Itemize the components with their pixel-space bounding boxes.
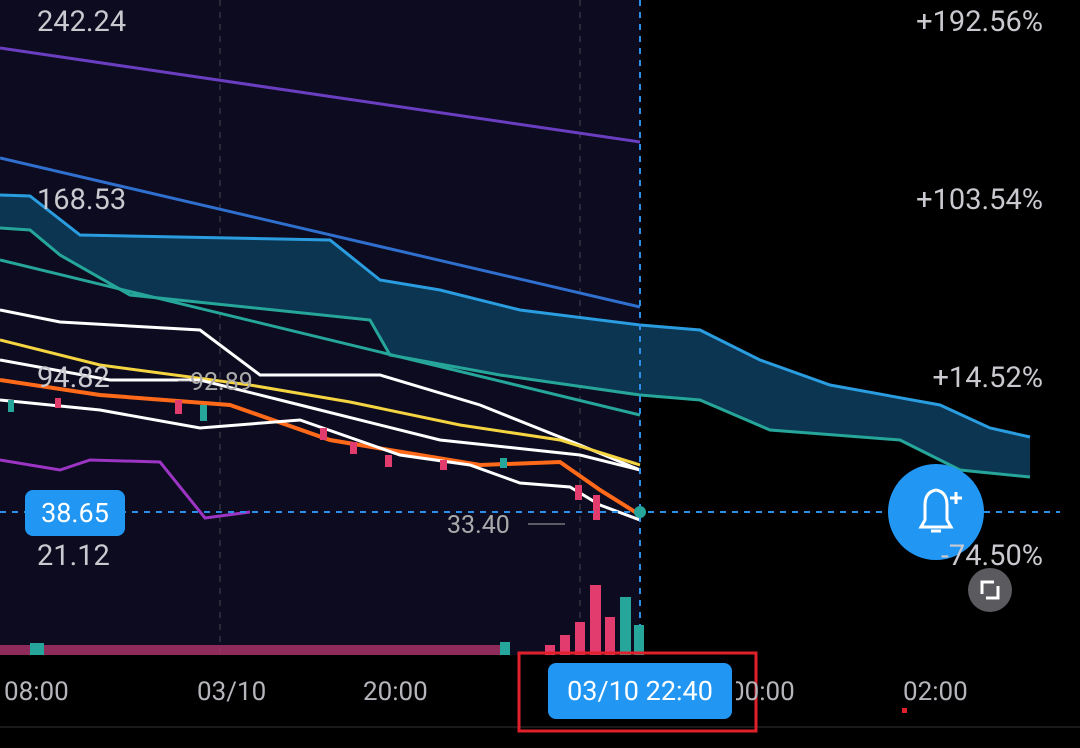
bell-icon: [918, 488, 954, 533]
time-label: 02:00: [903, 677, 968, 707]
indicator-line: [0, 156, 641, 309]
highlight-box: [517, 651, 758, 733]
cloud-top: [0, 193, 1031, 439]
high-marker: 92.89: [190, 368, 253, 397]
crosshair-price: 38.65: [25, 490, 125, 536]
percent-label: +103.54%: [916, 183, 1043, 217]
percent-label: +192.56%: [916, 5, 1043, 39]
indicator-line: [0, 398, 641, 522]
price-label: 21.12: [37, 539, 110, 573]
indicator-line: [0, 358, 641, 472]
crosshair-time: 03/10 22:40: [548, 663, 732, 719]
price-label: 168.53: [37, 183, 127, 217]
percent-label: -74.50%: [940, 539, 1043, 573]
indicator-line: [0, 378, 642, 517]
fullscreen-icon: [980, 580, 1000, 600]
crosshair-point: [634, 506, 646, 518]
indicator-line: [0, 338, 641, 467]
indicator-line: [0, 308, 641, 472]
indicator-line: [0, 458, 251, 520]
time-label: 03/10: [197, 677, 267, 707]
indicator-line: [0, 46, 641, 144]
candles: [8, 398, 600, 520]
indicator-line: [0, 258, 641, 417]
volume-bars: [0, 585, 644, 655]
fullscreen-button[interactable]: [968, 568, 1012, 612]
time-label: 08:00: [4, 677, 69, 707]
cloud: [0, 195, 1030, 477]
cloud-bottom: [0, 226, 1031, 479]
low-marker: 33.40: [447, 511, 510, 540]
dot: [902, 708, 907, 713]
price-label: 94.82: [37, 361, 110, 395]
percent-label: +14.52%: [932, 361, 1043, 395]
time-label: 00:00: [730, 677, 795, 707]
plus-icon: [950, 492, 962, 504]
time-label: 20:00: [363, 677, 428, 707]
alert-button[interactable]: [888, 464, 984, 560]
price-label: 242.24: [37, 5, 127, 39]
